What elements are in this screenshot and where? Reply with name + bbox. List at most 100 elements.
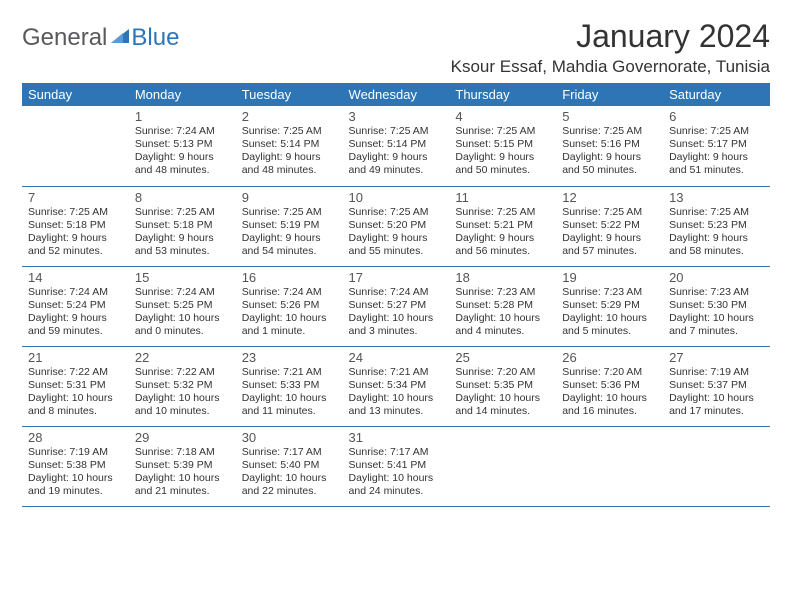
daylight-line: Daylight: 10 hours and 8 minutes.: [28, 392, 123, 418]
calendar-cell: 14Sunrise: 7:24 AMSunset: 5:24 PMDayligh…: [22, 266, 129, 346]
calendar-table: SundayMondayTuesdayWednesdayThursdayFrid…: [22, 83, 770, 507]
day-number: 25: [455, 350, 550, 365]
sunset-line: Sunset: 5:13 PM: [135, 138, 230, 151]
daylight-line: Daylight: 10 hours and 5 minutes.: [562, 312, 657, 338]
calendar-cell: [556, 426, 663, 506]
month-title: January 2024: [451, 18, 770, 55]
calendar-cell: 22Sunrise: 7:22 AMSunset: 5:32 PMDayligh…: [129, 346, 236, 426]
weekday-header: Tuesday: [236, 83, 343, 106]
sunrise-line: Sunrise: 7:18 AM: [135, 446, 230, 459]
daylight-line: Daylight: 9 hours and 50 minutes.: [562, 151, 657, 177]
day-number: 10: [349, 190, 444, 205]
daylight-line: Daylight: 10 hours and 0 minutes.: [135, 312, 230, 338]
logo-text-general: General: [22, 24, 107, 52]
calendar-cell: [449, 426, 556, 506]
calendar-cell: 10Sunrise: 7:25 AMSunset: 5:20 PMDayligh…: [343, 186, 450, 266]
daylight-line: Daylight: 9 hours and 48 minutes.: [242, 151, 337, 177]
calendar-cell: 18Sunrise: 7:23 AMSunset: 5:28 PMDayligh…: [449, 266, 556, 346]
sunrise-line: Sunrise: 7:17 AM: [242, 446, 337, 459]
day-number: 9: [242, 190, 337, 205]
calendar-body: 1Sunrise: 7:24 AMSunset: 5:13 PM Daylight…: [22, 106, 770, 506]
calendar-cell: 12Sunrise: 7:25 AMSunset: 5:22 PMDayligh…: [556, 186, 663, 266]
weekday-header: Wednesday: [343, 83, 450, 106]
logo-triangle-icon: [109, 26, 131, 51]
sunset-line: Sunset: 5:24 PM: [28, 299, 123, 312]
logo: General Blue: [22, 24, 179, 52]
daylight-line: Daylight: 10 hours and 24 minutes.: [349, 472, 444, 498]
daylight-line: Daylight: 9 hours and 56 minutes.: [455, 232, 550, 258]
sunset-line: Sunset: 5:28 PM: [455, 299, 550, 312]
day-number: 12: [562, 190, 657, 205]
sunset-line: Sunset: 5:38 PM: [28, 459, 123, 472]
day-number: 26: [562, 350, 657, 365]
daylight-line: Daylight: 10 hours and 4 minutes.: [455, 312, 550, 338]
daylight-line: Daylight: 10 hours and 21 minutes.: [135, 472, 230, 498]
day-number: 13: [669, 190, 764, 205]
calendar-cell: 24Sunrise: 7:21 AMSunset: 5:34 PMDayligh…: [343, 346, 450, 426]
day-number: 5: [562, 109, 657, 124]
daylight-line: Daylight: 10 hours and 3 minutes.: [349, 312, 444, 338]
calendar-cell: 9Sunrise: 7:25 AMSunset: 5:19 PMDaylight…: [236, 186, 343, 266]
sunrise-line: Sunrise: 7:25 AM: [349, 125, 444, 138]
daylight-line: Daylight: 9 hours and 57 minutes.: [562, 232, 657, 258]
sunset-line: Sunset: 5:37 PM: [669, 379, 764, 392]
daylight-line: Daylight: 10 hours and 13 minutes.: [349, 392, 444, 418]
sunset-line: Sunset: 5:20 PM: [349, 219, 444, 232]
daylight-line: Daylight: 9 hours and 59 minutes.: [28, 312, 123, 338]
sunset-line: Sunset: 5:26 PM: [242, 299, 337, 312]
calendar-cell: 25Sunrise: 7:20 AMSunset: 5:35 PMDayligh…: [449, 346, 556, 426]
sunset-line: Sunset: 5:23 PM: [669, 219, 764, 232]
day-number: 19: [562, 270, 657, 285]
calendar-cell: 8Sunrise: 7:25 AMSunset: 5:18 PMDaylight…: [129, 186, 236, 266]
sunrise-line: Sunrise: 7:20 AM: [562, 366, 657, 379]
calendar-cell: 17Sunrise: 7:24 AMSunset: 5:27 PMDayligh…: [343, 266, 450, 346]
sunrise-line: Sunrise: 7:19 AM: [28, 446, 123, 459]
header: General Blue January 2024 Ksour Essaf, M…: [22, 18, 770, 77]
sunset-line: Sunset: 5:19 PM: [242, 219, 337, 232]
sunrise-line: Sunrise: 7:25 AM: [28, 206, 123, 219]
daylight-line: Daylight: 10 hours and 11 minutes.: [242, 392, 337, 418]
daylight-line: Daylight: 10 hours and 10 minutes.: [135, 392, 230, 418]
day-number: 1: [135, 109, 230, 124]
sunrise-line: Sunrise: 7:21 AM: [242, 366, 337, 379]
sunset-line: Sunset: 5:14 PM: [242, 138, 337, 151]
sunrise-line: Sunrise: 7:22 AM: [28, 366, 123, 379]
sunset-line: Sunset: 5:40 PM: [242, 459, 337, 472]
sunset-line: Sunset: 5:16 PM: [562, 138, 657, 151]
sunset-line: Sunset: 5:36 PM: [562, 379, 657, 392]
calendar-cell: 3Sunrise: 7:25 AMSunset: 5:14 PMDaylight…: [343, 106, 450, 186]
sunset-line: Sunset: 5:22 PM: [562, 219, 657, 232]
daylight-line: Daylight: 9 hours and 51 minutes.: [669, 151, 764, 177]
sunrise-line: Sunrise: 7:17 AM: [349, 446, 444, 459]
daylight-line: Daylight: 10 hours and 14 minutes.: [455, 392, 550, 418]
calendar-cell: 13Sunrise: 7:25 AMSunset: 5:23 PMDayligh…: [663, 186, 770, 266]
sunset-line: Sunset: 5:15 PM: [455, 138, 550, 151]
daylight-line: Daylight: 9 hours and 50 minutes.: [455, 151, 550, 177]
sunrise-line: Sunrise: 7:23 AM: [455, 286, 550, 299]
day-number: 17: [349, 270, 444, 285]
calendar-head: SundayMondayTuesdayWednesdayThursdayFrid…: [22, 83, 770, 106]
day-number: 7: [28, 190, 123, 205]
daylight-line: Daylight: 9 hours and 58 minutes.: [669, 232, 764, 258]
sunrise-line: Sunrise: 7:25 AM: [455, 125, 550, 138]
sunset-line: Sunset: 5:33 PM: [242, 379, 337, 392]
calendar-cell: 28Sunrise: 7:19 AMSunset: 5:38 PMDayligh…: [22, 426, 129, 506]
calendar-row: 21Sunrise: 7:22 AMSunset: 5:31 PMDayligh…: [22, 346, 770, 426]
day-number: 21: [28, 350, 123, 365]
day-number: 29: [135, 430, 230, 445]
day-number: 6: [669, 109, 764, 124]
weekday-header: Thursday: [449, 83, 556, 106]
titles: January 2024 Ksour Essaf, Mahdia Governo…: [451, 18, 770, 77]
daylight-line: Daylight: 9 hours and 49 minutes.: [349, 151, 444, 177]
sunrise-line: Sunrise: 7:25 AM: [562, 206, 657, 219]
calendar-cell: 27Sunrise: 7:19 AMSunset: 5:37 PMDayligh…: [663, 346, 770, 426]
sunrise-line: Sunrise: 7:24 AM: [135, 125, 230, 138]
calendar-cell: 15Sunrise: 7:24 AMSunset: 5:25 PMDayligh…: [129, 266, 236, 346]
calendar-cell: 20Sunrise: 7:23 AMSunset: 5:30 PMDayligh…: [663, 266, 770, 346]
sunset-line: Sunset: 5:25 PM: [135, 299, 230, 312]
daylight-line: Daylight: 9 hours and 52 minutes.: [28, 232, 123, 258]
day-number: 23: [242, 350, 337, 365]
sunset-line: Sunset: 5:29 PM: [562, 299, 657, 312]
day-number: 22: [135, 350, 230, 365]
sunset-line: Sunset: 5:27 PM: [349, 299, 444, 312]
